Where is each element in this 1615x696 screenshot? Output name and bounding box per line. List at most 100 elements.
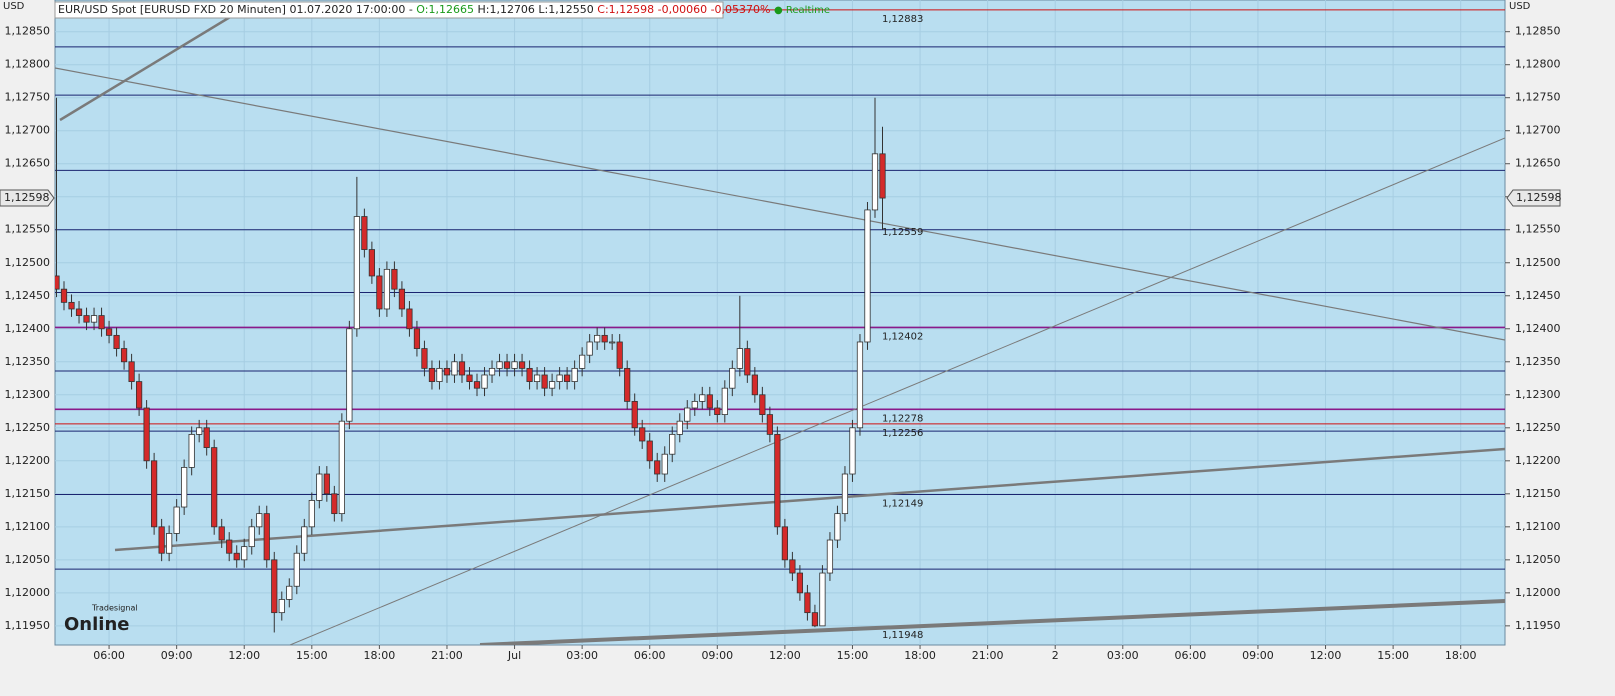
candle-body — [856, 341, 864, 429]
candle-body — [759, 394, 766, 415]
candle-body — [428, 367, 436, 382]
header-instrument: EUR/USD Spot [EURUSD FXD 20 Minuten] 01.… — [58, 3, 413, 16]
candle-body — [421, 348, 428, 369]
candle-body — [571, 367, 578, 382]
candle-body — [503, 361, 511, 369]
level-label: 1,12278 — [882, 413, 923, 424]
candle-body — [639, 427, 646, 442]
candle-body — [211, 447, 218, 528]
candle-body — [564, 374, 571, 382]
x-tick-label: 09:00 — [701, 649, 733, 662]
logo-brand: Tradesignal — [91, 604, 138, 613]
candle-body — [271, 559, 278, 614]
candle-body — [714, 407, 721, 415]
candle-body — [511, 361, 518, 369]
candle-body — [579, 354, 586, 369]
y-tick-label: 1,12500 — [5, 256, 51, 269]
candle-body — [398, 288, 406, 310]
header: EUR/USD Spot [EURUSD FXD 20 Minuten] 01.… — [58, 3, 830, 16]
x-tick-label: 09:00 — [161, 649, 193, 662]
candle-body — [796, 572, 804, 594]
candle-body — [541, 374, 548, 389]
candle-body — [346, 328, 353, 422]
x-tick-label: 12:00 — [228, 649, 260, 662]
candle-body — [55, 275, 60, 290]
y-tick-label: 1,12650 — [5, 157, 51, 170]
header-status: ● Realtime — [774, 5, 830, 16]
candle-body — [526, 367, 533, 382]
candle-body — [90, 315, 98, 323]
x-tick-label: 18:00 — [364, 649, 396, 662]
y-tick-label-right: 1,12450 — [1515, 289, 1561, 302]
y-tick-label-right: 1,12050 — [1515, 553, 1561, 566]
y-tick-label: 1,12300 — [5, 388, 51, 401]
candle-body — [834, 513, 841, 541]
candle-body — [436, 367, 443, 382]
candle-body — [661, 453, 668, 475]
candle-body — [188, 434, 195, 468]
candle-body — [383, 268, 391, 310]
candle-body — [721, 387, 728, 415]
trend-lines — [55, 6, 1505, 645]
annotation-label: 1,12559 — [882, 227, 923, 238]
y-tick-label: 1,12450 — [5, 289, 51, 302]
candle-body — [75, 308, 83, 316]
y-unit: USD — [3, 1, 25, 12]
candle-body — [736, 348, 743, 369]
candle-body — [751, 374, 758, 396]
candle-body — [609, 341, 616, 344]
candle-body — [308, 500, 315, 528]
y-tick-label: 1,12100 — [5, 520, 51, 533]
candle-body — [196, 427, 203, 435]
level-label: 1,12402 — [882, 331, 923, 342]
y-tick-label: 1,12800 — [5, 58, 51, 71]
x-tick-label: 15:00 — [296, 649, 328, 662]
trend-line — [479, 599, 1505, 645]
candle-body — [316, 473, 323, 501]
y-tick-label-right: 1,12700 — [1515, 124, 1561, 137]
candle-body — [691, 400, 698, 409]
candle-body — [819, 572, 826, 627]
candle-body — [826, 539, 834, 574]
x-tick-label: 12:00 — [769, 649, 801, 662]
candle-body — [841, 473, 849, 515]
y-unit-right: USD — [1509, 1, 1531, 12]
logo: Tradesignal Online — [64, 604, 138, 636]
candle-body — [68, 301, 75, 310]
candle-body — [226, 539, 233, 554]
y-tick-label-right: 1,12150 — [1515, 487, 1561, 500]
candle-body — [128, 361, 135, 382]
y-tick-label-right: 1,12850 — [1515, 25, 1561, 38]
x-tick-label: 21:00 — [972, 649, 1004, 662]
candle-body — [849, 427, 856, 475]
candle-body — [338, 420, 345, 515]
logo-name: Online — [64, 614, 129, 635]
y-tick-label: 1,12250 — [5, 421, 51, 434]
candle-body — [98, 315, 105, 330]
candle-body — [871, 153, 879, 211]
candle-body — [669, 434, 676, 455]
candle-body — [391, 268, 398, 290]
level-label: 1,12149 — [882, 498, 923, 509]
candle-body — [631, 400, 638, 429]
y-tick-label: 1,12350 — [5, 355, 51, 368]
y-tick-label-right: 1,12000 — [1515, 586, 1561, 599]
trend-line — [114, 447, 1505, 552]
candle-body — [879, 153, 886, 199]
plot-area — [54, 0, 1506, 646]
candle-body — [241, 546, 248, 561]
level-label: 1,12256 — [882, 428, 923, 439]
candle-body — [481, 374, 488, 389]
candle-body — [151, 460, 158, 528]
y-tick-label-right: 1,12550 — [1515, 223, 1561, 236]
candle-body — [286, 585, 293, 600]
candle-body — [594, 334, 601, 343]
y-tick-label-right: 1,12200 — [1515, 454, 1561, 467]
header-close: C:1,12598 -0,00060 -0,05370% — [597, 3, 770, 16]
candle-body — [135, 381, 143, 409]
y-tick-label: 1,12550 — [5, 223, 51, 236]
candle-body — [203, 427, 210, 449]
candle-body — [143, 407, 150, 462]
levels — [55, 9, 1505, 570]
candle-body — [120, 348, 128, 363]
